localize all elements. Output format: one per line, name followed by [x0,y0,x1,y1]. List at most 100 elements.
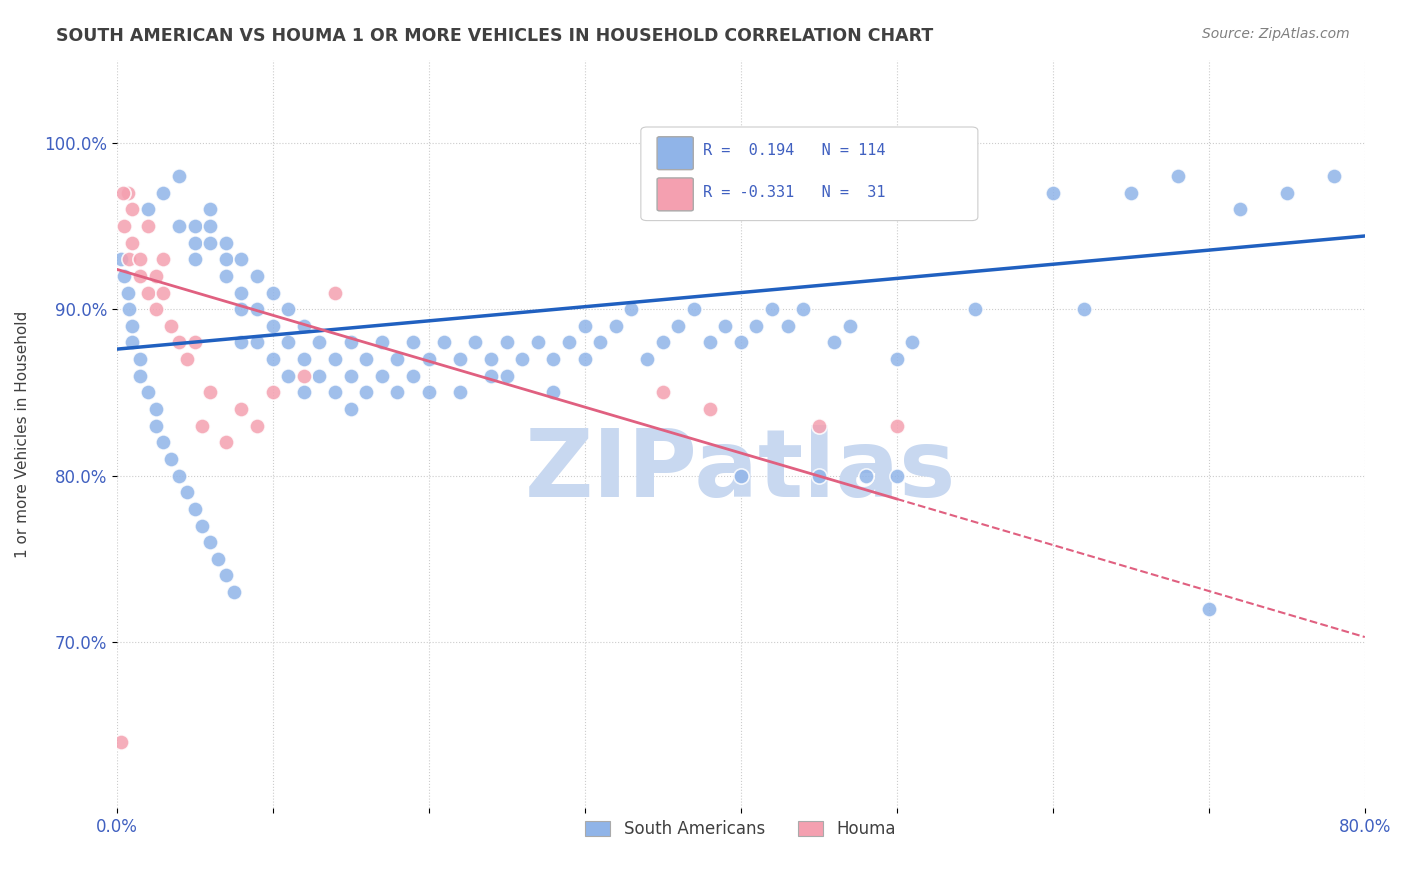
Point [292,385,315,400]
Point [110,252,132,267]
Point [1229,202,1251,217]
Point [215,568,238,582]
Point [152,186,174,200]
Point [292,318,315,333]
Point [231,402,253,417]
Point [387,352,409,367]
Point [636,352,658,367]
Point [129,352,152,367]
Point [167,219,190,233]
Point [699,402,721,417]
Point [117,285,139,300]
Point [354,385,377,400]
Point [176,485,198,500]
Point [215,435,238,450]
Point [823,335,845,350]
Point [323,285,346,300]
Point [121,202,143,217]
Point [231,335,253,350]
Point [200,202,222,217]
Point [231,252,253,267]
Point [1323,169,1346,183]
Point [855,468,877,483]
Point [901,335,924,350]
Point [543,352,565,367]
Point [183,252,205,267]
FancyBboxPatch shape [641,127,977,220]
Point [589,335,612,350]
Point [527,335,550,350]
Point [262,385,284,400]
Point [136,219,159,233]
Point [292,368,315,383]
Point [1167,169,1189,183]
FancyBboxPatch shape [657,136,693,169]
Point [191,418,214,433]
Point [371,368,394,383]
Point [620,302,643,317]
Point [176,352,198,367]
Point [121,318,143,333]
Point [339,335,361,350]
Point [191,518,214,533]
Point [449,352,471,367]
FancyBboxPatch shape [657,178,693,211]
Point [160,452,183,467]
Point [200,385,222,400]
Text: ZIPatlas: ZIPatlas [524,425,956,517]
Point [651,385,673,400]
Point [807,468,830,483]
Point [145,268,167,283]
Point [231,285,253,300]
Point [574,352,596,367]
Point [145,402,167,417]
Point [1275,186,1298,200]
Point [262,318,284,333]
Point [449,385,471,400]
Point [215,268,238,283]
Point [1073,302,1095,317]
Point [207,551,229,566]
Point [167,335,190,350]
Point [183,235,205,250]
Point [277,335,299,350]
Point [246,335,269,350]
Point [761,302,783,317]
Point [118,302,141,317]
Point [418,385,440,400]
Point [277,368,299,383]
Point [215,252,238,267]
Point [292,352,315,367]
Point [308,368,330,383]
Point [730,335,752,350]
Point [112,268,135,283]
Point [200,219,222,233]
Point [730,468,752,483]
Point [699,335,721,350]
Point [111,186,134,200]
Point [129,268,152,283]
Point [262,352,284,367]
Y-axis label: 1 or more Vehicles in Household: 1 or more Vehicles in Household [15,310,30,558]
Point [118,252,141,267]
Point [145,302,167,317]
Point [262,285,284,300]
Text: Source: ZipAtlas.com: Source: ZipAtlas.com [1202,27,1350,41]
Point [339,368,361,383]
Point [464,335,486,350]
Point [339,402,361,417]
Point [886,352,908,367]
Point [246,302,269,317]
Point [917,186,939,200]
Text: SOUTH AMERICAN VS HOUMA 1 OR MORE VEHICLES IN HOUSEHOLD CORRELATION CHART: SOUTH AMERICAN VS HOUMA 1 OR MORE VEHICL… [56,27,934,45]
Point [433,335,456,350]
Point [1042,186,1064,200]
Point [323,385,346,400]
Point [886,468,908,483]
Point [145,418,167,433]
Point [543,385,565,400]
Point [183,219,205,233]
Point [495,368,517,383]
Point [231,302,253,317]
Point [371,335,394,350]
